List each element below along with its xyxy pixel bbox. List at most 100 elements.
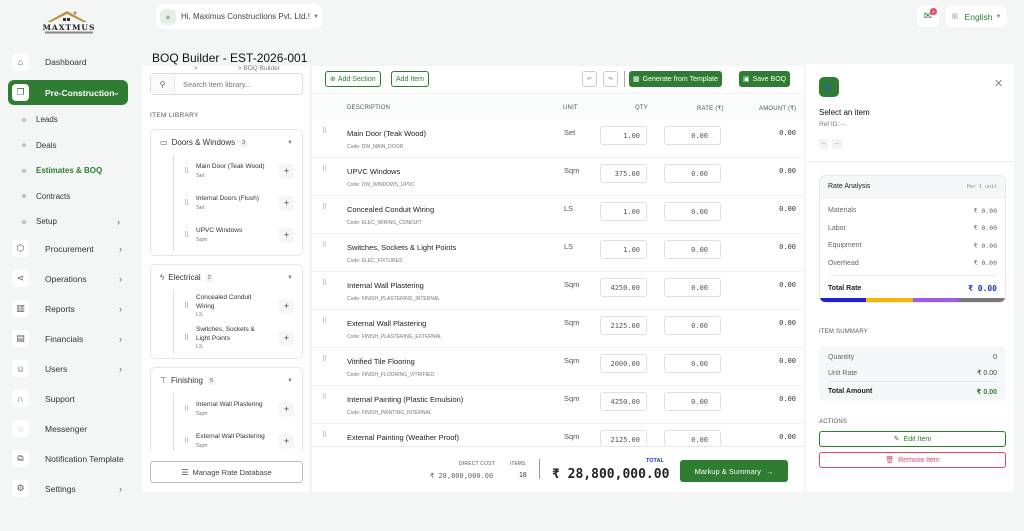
category-header[interactable]: ϟ Electrical 2 ▼: [151, 265, 302, 290]
drag-handle-icon[interactable]: ⠿: [184, 438, 190, 445]
qty-input[interactable]: [600, 392, 647, 411]
sidebar-item-support[interactable]: ∩ Support: [8, 387, 140, 411]
table-body[interactable]: ⠿ Main Door (Teak Wood) Code: DW_MAIN_DO…: [312, 120, 804, 445]
sidebar-subitem-estimates-boq[interactable]: Estimates & BOQ: [8, 158, 140, 184]
drag-handle-icon[interactable]: ⠿: [184, 168, 190, 175]
language-selector[interactable]: ⊕ English ▼: [945, 6, 1007, 27]
add-item-button[interactable]: +: [279, 163, 294, 179]
close-icon[interactable]: ✕: [994, 78, 1004, 90]
add-item-button[interactable]: Add Item: [391, 71, 430, 87]
drag-handle-icon[interactable]: ⠿: [322, 166, 328, 173]
qty-input[interactable]: [600, 126, 647, 145]
drag-handle-icon[interactable]: ⠿: [184, 303, 190, 310]
drag-handle-icon[interactable]: ⠿: [184, 406, 190, 413]
breadcrumb-current[interactable]: > BOQ Builder: [237, 65, 280, 72]
sidebar-subitem-deals[interactable]: Deals: [8, 133, 140, 159]
rate-input[interactable]: [664, 354, 721, 373]
chevron-right-icon: ›: [119, 273, 122, 284]
user-menu[interactable]: ● Hi, Maximus Constructions Pvt. Ltd.! ▼: [156, 4, 322, 29]
drag-handle-icon[interactable]: ⠿: [184, 232, 190, 239]
add-item-button[interactable]: +: [279, 401, 294, 417]
library-item[interactable]: ⠿ Main Door (Teak Wood) Set +: [184, 155, 302, 187]
library-item[interactable]: ⠿ Internal Doors (Flush) Set +: [184, 187, 302, 219]
sidebar-item-users[interactable]: ☺ Users ›: [8, 357, 140, 381]
table-row[interactable]: ⠿ Main Door (Teak Wood) Code: DW_MAIN_DO…: [312, 120, 804, 158]
add-item-button[interactable]: +: [279, 298, 294, 314]
sidebar-subitem-leads[interactable]: Leads: [8, 107, 140, 133]
add-item-button[interactable]: +: [279, 195, 294, 211]
table-row[interactable]: ⠿ UPVC Windows Code: DW_WINDOWS_UPVC Sqm…: [312, 158, 804, 196]
category-header[interactable]: ⊤ Finishing 5 ▼: [151, 368, 302, 393]
qty-input[interactable]: [600, 430, 647, 445]
rate-input[interactable]: [664, 278, 721, 297]
table-row[interactable]: ⠿ Vitrified Tile Flooring Code: FINISH_F…: [312, 348, 804, 386]
sidebar-subitem-setup[interactable]: Setup ›: [8, 209, 140, 235]
table-row[interactable]: ⠿ External Painting (Weather Proof) Sqm …: [312, 424, 804, 445]
summary-value: 0: [993, 353, 997, 361]
markup-summary-button[interactable]: Markup & Summary →: [680, 460, 788, 482]
sidebar-item-procurement[interactable]: ⬡ Procurement ›: [8, 237, 140, 261]
drag-handle-icon[interactable]: ⠿: [184, 335, 190, 342]
undo-button[interactable]: ↶: [582, 71, 597, 87]
add-item-button[interactable]: +: [279, 330, 294, 346]
edit-item-button[interactable]: ✎ Edit Item: [819, 431, 1006, 447]
table-row[interactable]: ⠿ Concealed Conduit Wiring Code: ELEC_WI…: [312, 196, 804, 234]
rate-input[interactable]: [664, 202, 721, 221]
library-item[interactable]: ⠿ Concealed Conduit Wiring LS +: [184, 290, 302, 322]
sidebar-item-pre-construction[interactable]: ❐ Pre-Construction ⌄: [8, 80, 128, 105]
drag-handle-icon[interactable]: ⠿: [322, 432, 328, 439]
qty-input[interactable]: [600, 316, 647, 335]
table-row[interactable]: ⠿ Switches, Sockets & Light Points Code:…: [312, 234, 804, 272]
drag-handle-icon[interactable]: ⠿: [322, 204, 328, 211]
table-row[interactable]: ⠿ External Wall Plastering Code: FINISH_…: [312, 310, 804, 348]
bullet-icon: [22, 219, 26, 224]
qty-input[interactable]: [600, 164, 647, 183]
rate-input[interactable]: [664, 316, 721, 335]
qty-input[interactable]: [600, 354, 647, 373]
rate-input[interactable]: [664, 126, 721, 145]
category-header[interactable]: ▭ Doors & Windows 3 ▼: [151, 130, 302, 155]
library-item[interactable]: ⠿ Switches, Sockets & Light Points LS +: [184, 322, 302, 354]
qty-input[interactable]: [600, 240, 647, 259]
rate-input[interactable]: [664, 240, 721, 259]
drag-handle-icon[interactable]: ⠿: [322, 394, 328, 401]
generate-from-template-button[interactable]: ▦ Generate from Template: [629, 71, 722, 87]
add-item-button[interactable]: +: [279, 227, 294, 243]
rate-input[interactable]: [664, 392, 721, 411]
table-row[interactable]: ⠿ Internal Wall Plastering Code: FINISH_…: [312, 272, 804, 310]
add-section-button[interactable]: ⊕ Add Section: [325, 71, 381, 87]
remove-item-button[interactable]: 🗑 Remove Item: [819, 452, 1006, 468]
add-item-button[interactable]: +: [279, 433, 294, 449]
rate-input[interactable]: [664, 164, 721, 183]
qty-input[interactable]: [600, 278, 647, 297]
company-logo[interactable]: MAXTMUS: [37, 8, 101, 36]
library-item[interactable]: ⠿ Internal Wall Plastering Sqm +: [184, 393, 302, 425]
drag-handle-icon[interactable]: ⠿: [322, 242, 328, 249]
library-item[interactable]: ⠿ External Wall Plastering Sqm +: [184, 425, 302, 451]
drag-handle-icon[interactable]: ⠿: [322, 318, 328, 325]
sidebar-item-dashboard[interactable]: ⌂ Dashboard: [8, 50, 140, 74]
drag-handle-icon[interactable]: ⠿: [322, 128, 328, 135]
item-unit: Set: [196, 172, 205, 179]
sidebar-subitem-contracts[interactable]: Contracts: [8, 184, 140, 210]
library-list[interactable]: ▭ Doors & Windows 3 ▼ ⠿ Main Door (Teak …: [142, 129, 311, 451]
drag-handle-icon[interactable]: ⠿: [184, 200, 190, 207]
drag-handle-icon[interactable]: ⠿: [322, 356, 328, 363]
manage-rate-database-button[interactable]: ☰ Manage Rate Database: [150, 461, 303, 483]
notifications-button[interactable]: ✉ 8: [917, 6, 939, 27]
sidebar-item-settings[interactable]: ⚙ Settings ›: [8, 477, 140, 501]
library-search-input[interactable]: [175, 79, 295, 89]
redo-button[interactable]: ↷: [603, 71, 618, 87]
sidebar-item-notification-template[interactable]: ⧉ Notification Template: [8, 447, 140, 471]
sidebar-item-reports[interactable]: ▥ Reports ›: [8, 297, 140, 321]
library-search[interactable]: ⚲: [150, 73, 303, 95]
drag-handle-icon[interactable]: ⠿: [322, 280, 328, 287]
sidebar-item-messenger[interactable]: ◌ Messenger: [8, 417, 140, 441]
save-boq-button[interactable]: ▣ Save BOQ: [739, 71, 791, 87]
library-item[interactable]: ⠿ UPVC Windows Sqm +: [184, 219, 302, 251]
sidebar-item-operations[interactable]: ⋖ Operations ›: [8, 267, 140, 291]
sidebar-item-financials[interactable]: ▤ Financials ›: [8, 327, 140, 351]
table-row[interactable]: ⠿ Internal Painting (Plastic Emulsion) C…: [312, 386, 804, 424]
rate-input[interactable]: [664, 430, 721, 445]
qty-input[interactable]: [600, 202, 647, 221]
